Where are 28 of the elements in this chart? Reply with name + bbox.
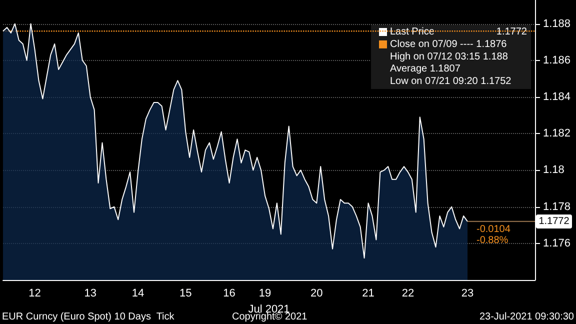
y-tick-label: 1.178 xyxy=(543,200,571,213)
x-tick-label: 16 xyxy=(223,288,236,300)
y-tick-label: 1.186 xyxy=(543,54,571,66)
annotation: Average 1.1807 xyxy=(390,64,461,75)
x-tick-label: 15 xyxy=(180,288,192,300)
annotation: 1.1772 xyxy=(496,26,528,38)
annotation: High on 07/12 03:15 1.188 xyxy=(390,51,508,62)
annotation: Low on 07/21 09:20 1.1752 xyxy=(390,76,512,88)
annotation: -0.0104 xyxy=(476,224,511,235)
y-tick-label: 1.176 xyxy=(543,237,571,250)
text: 23-Jul-2021 09:30:30 xyxy=(479,312,574,322)
y-tick-label: 1.18 xyxy=(543,164,564,176)
x-tick-label: 12 xyxy=(28,288,41,300)
annotation: -0.88% xyxy=(476,234,508,246)
legend-label: Close on 07/09 ---- 1.1876 xyxy=(390,38,508,50)
y-tick-label: 1.182 xyxy=(543,128,571,140)
x-tick-label: 19 xyxy=(258,288,272,300)
x-tick-label: 20 xyxy=(310,288,323,300)
x-tick-label: 14 xyxy=(132,288,144,300)
text: EUR Curncy (Euro Spot) 10 Days Tick xyxy=(2,312,176,322)
x-tick-label: 21 xyxy=(362,288,374,300)
x-tick-label: 22 xyxy=(402,288,414,300)
x-tick-label: 13 xyxy=(84,288,96,300)
y-tick-label: 1.184 xyxy=(543,90,571,103)
ref-line-label: 1.1772 xyxy=(538,216,570,227)
x-tick-label: 23 xyxy=(461,288,474,300)
legend-label: Last Price xyxy=(390,26,435,38)
y-tick-label: 1.188 xyxy=(543,18,571,30)
